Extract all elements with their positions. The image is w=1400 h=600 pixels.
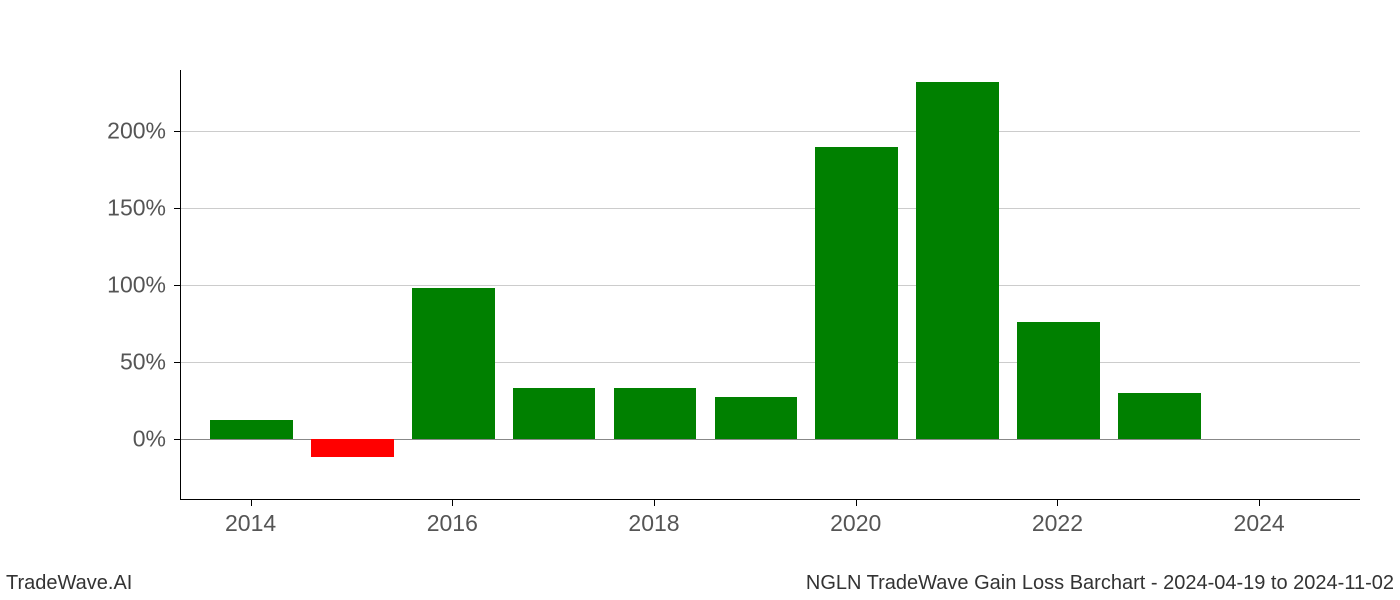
y-tick-label: 0% [0, 425, 166, 452]
footer-right-text: NGLN TradeWave Gain Loss Barchart - 2024… [806, 572, 1394, 595]
bar [311, 439, 394, 457]
y-tick-mark [174, 439, 180, 440]
y-gridline [181, 362, 1360, 363]
footer-left-text: TradeWave.AI [6, 572, 132, 595]
x-tick-mark [856, 500, 857, 506]
x-tick-label: 2014 [225, 510, 276, 537]
bar [916, 82, 999, 438]
bar [1017, 322, 1100, 439]
bar [513, 388, 596, 439]
y-gridline [181, 208, 1360, 209]
y-tick-mark [174, 285, 180, 286]
x-tick-mark [251, 500, 252, 506]
y-tick-mark [174, 362, 180, 363]
gain-loss-barchart: TradeWave.AI NGLN TradeWave Gain Loss Ba… [0, 0, 1400, 600]
y-tick-label: 200% [0, 118, 166, 145]
y-tick-label: 150% [0, 195, 166, 222]
x-tick-mark [452, 500, 453, 506]
x-tick-mark [654, 500, 655, 506]
bar [715, 397, 798, 438]
y-tick-label: 50% [0, 348, 166, 375]
y-tick-label: 100% [0, 272, 166, 299]
y-gridline [181, 131, 1360, 132]
x-tick-label: 2022 [1032, 510, 1083, 537]
y-gridline [181, 285, 1360, 286]
x-tick-mark [1057, 500, 1058, 506]
x-tick-label: 2018 [628, 510, 679, 537]
bar [614, 388, 697, 439]
x-tick-label: 2020 [830, 510, 881, 537]
plot-area [180, 70, 1360, 500]
x-tick-mark [1259, 500, 1260, 506]
y-tick-mark [174, 208, 180, 209]
x-tick-label: 2016 [427, 510, 478, 537]
y-tick-mark [174, 131, 180, 132]
x-tick-label: 2024 [1234, 510, 1285, 537]
bar [815, 147, 898, 439]
bar [1118, 393, 1201, 439]
bar [412, 288, 495, 439]
bar [210, 420, 293, 438]
